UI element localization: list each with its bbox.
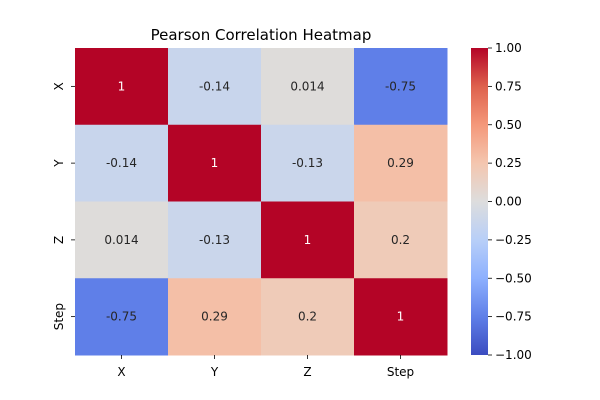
y-tick-label: X — [52, 82, 66, 90]
colorbar — [471, 48, 488, 355]
heatmap-cell-label: 0.29 — [201, 310, 228, 324]
heatmap-cell-label: -0.13 — [199, 233, 230, 247]
chart-title: Pearson Correlation Heatmap — [151, 26, 372, 44]
y-axis: X Y Z Step — [52, 82, 75, 330]
x-axis: X Y Z Step — [117, 355, 414, 379]
colorbar-tick-label: 0.50 — [495, 118, 522, 132]
heatmap-cell — [75, 278, 169, 356]
heatmap-cell — [354, 278, 448, 356]
colorbar-tick-label: −0.50 — [495, 271, 532, 285]
heatmap-cell-label: 0.014 — [104, 233, 138, 247]
colorbar-tick-label: 1.00 — [495, 41, 522, 55]
heatmap-cell-label: -0.75 — [106, 310, 137, 324]
heatmap-cell-label: 1 — [118, 79, 126, 93]
heatmap-cell — [168, 201, 262, 279]
y-tick-label: Y — [52, 159, 66, 168]
heatmap-cell — [354, 201, 448, 279]
x-tick-label: X — [117, 365, 125, 379]
heatmap-cell — [75, 124, 169, 202]
heatmap-cell-label: 0.2 — [391, 233, 410, 247]
x-tick-label: Z — [303, 365, 311, 379]
heatmap-cell-label: -0.14 — [199, 79, 230, 93]
heatmap-cell-label: -0.75 — [385, 79, 416, 93]
heatmap-cell-label: -0.14 — [106, 156, 137, 170]
heatmap-cell — [75, 48, 169, 126]
y-tick-label: Step — [52, 303, 66, 330]
heatmap-cell-label: 0.014 — [290, 79, 324, 93]
heatmap-cell-labels: 1 -0.14 0.014 -0.75 -0.14 1 -0.13 0.29 0.014 -0.1… — [104, 79, 416, 323]
heatmap-cell — [354, 48, 448, 126]
colorbar-tick-label: 0.25 — [495, 156, 522, 170]
heatmap-cells — [75, 48, 448, 356]
heatmap-cell — [168, 48, 262, 126]
heatmap-cell-label: 1 — [304, 233, 312, 247]
x-tick-label: Step — [387, 365, 414, 379]
heatmap-cell-label: 0.2 — [298, 310, 317, 324]
colorbar-tick-label: 0.75 — [495, 79, 522, 93]
colorbar-tick-label: −0.75 — [495, 310, 532, 324]
colorbar-tick-label: −1.00 — [495, 348, 532, 362]
heatmap-cell-label: -0.13 — [292, 156, 323, 170]
colorbar-ticks: 1.00 0.75 0.50 0.25 0.00 −0.25 −0.50 −0.75 −1.00 — [488, 41, 532, 362]
heatmap-cell-label: 0.29 — [387, 156, 414, 170]
heatmap-cell — [354, 124, 448, 202]
colorbar-gradient — [471, 48, 488, 355]
heatmap-cell — [261, 278, 355, 356]
heatmap-cell — [75, 201, 169, 279]
heatmap-cell — [168, 278, 262, 356]
heatmap-cell — [261, 48, 355, 126]
y-tick-label: Z — [52, 236, 66, 244]
heatmap-cell-label: 1 — [211, 156, 219, 170]
colorbar-tick-label: 0.00 — [495, 195, 522, 209]
heatmap-cell — [168, 124, 262, 202]
colorbar-tick-label: −0.25 — [495, 233, 532, 247]
heatmap-cell-label: 1 — [397, 310, 405, 324]
heatmap-cell — [261, 124, 355, 202]
x-tick-label: Y — [210, 365, 219, 379]
heatmap-cell — [261, 201, 355, 279]
